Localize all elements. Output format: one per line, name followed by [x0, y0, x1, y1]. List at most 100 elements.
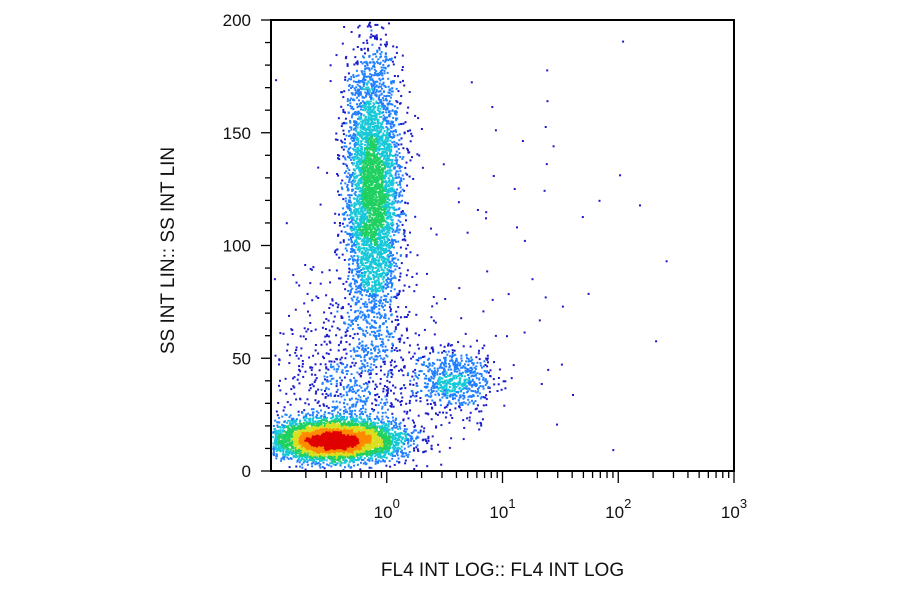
- data-point: [320, 459, 323, 462]
- data-point: [351, 458, 354, 461]
- data-point: [371, 407, 374, 410]
- data-point: [382, 454, 385, 457]
- data-point: [384, 435, 387, 438]
- data-point: [310, 425, 313, 428]
- data-point: [304, 456, 307, 459]
- data-point: [404, 459, 407, 462]
- data-point: [357, 441, 360, 444]
- data-point: [382, 421, 385, 424]
- data-point: [275, 439, 278, 442]
- data-point: [332, 452, 335, 455]
- data-point: [345, 424, 347, 427]
- data-point: [319, 433, 321, 436]
- data-point: [293, 431, 296, 434]
- data-point: [288, 431, 291, 434]
- data-point: [391, 453, 394, 456]
- data-point: [303, 441, 306, 444]
- data-point: [343, 441, 346, 444]
- data-point: [364, 445, 367, 447]
- data-point: [322, 437, 325, 440]
- data-point: [367, 435, 370, 438]
- data-point: [392, 450, 395, 452]
- data-point: [320, 456, 323, 459]
- data-point: [357, 420, 360, 423]
- data-point: [294, 435, 297, 438]
- data-point: [374, 438, 377, 441]
- data-point: [344, 438, 347, 441]
- data-point: [343, 440, 346, 443]
- data-point: [341, 456, 344, 459]
- data-point: [335, 443, 338, 446]
- data-point: [305, 437, 308, 440]
- data-point: [323, 467, 326, 470]
- data-point: [306, 429, 308, 431]
- data-point: [314, 439, 317, 442]
- data-point: [361, 428, 364, 431]
- data-point: [400, 441, 403, 444]
- data-point: [346, 440, 348, 443]
- data-point: [377, 437, 380, 440]
- data-point: [331, 460, 334, 463]
- data-point: [309, 451, 312, 454]
- data-point: [390, 442, 392, 445]
- data-point: [364, 434, 367, 437]
- data-point: [355, 439, 358, 442]
- data-point: [348, 461, 351, 464]
- data-point: [384, 440, 387, 443]
- data-point: [349, 430, 352, 433]
- data-point: [342, 421, 345, 424]
- data-point: [357, 444, 360, 447]
- data-point: [291, 446, 294, 449]
- data-point: [308, 443, 311, 446]
- data-point: [363, 426, 366, 429]
- data-point: [356, 459, 358, 461]
- data-point: [330, 455, 333, 458]
- data-point: [367, 444, 370, 447]
- data-point: [301, 466, 304, 469]
- data-point: [333, 440, 336, 443]
- data-point: [299, 465, 302, 468]
- data-point: [315, 428, 318, 431]
- data-point: [399, 421, 402, 424]
- data-point: [305, 422, 308, 425]
- data-point: [292, 435, 295, 438]
- data-point: [379, 438, 381, 441]
- data-point: [346, 432, 349, 435]
- data-point: [377, 433, 380, 436]
- data-point: [410, 439, 413, 442]
- data-point: [340, 426, 343, 429]
- data-point: [279, 431, 282, 434]
- data-point: [310, 439, 313, 442]
- data-point: [316, 422, 319, 425]
- data-point: [276, 421, 279, 424]
- data-point: [358, 434, 360, 437]
- data-point: [355, 424, 358, 427]
- data-point: [343, 425, 346, 428]
- data-point: [333, 450, 336, 453]
- data-point: [378, 440, 381, 443]
- data-point: [301, 463, 304, 466]
- data-point: [372, 433, 375, 436]
- data-point: [356, 454, 358, 457]
- data-point: [349, 452, 351, 455]
- data-point: [383, 429, 386, 432]
- data-point: [365, 462, 368, 465]
- data-point: [362, 445, 365, 448]
- data-point: [364, 461, 367, 464]
- data-point: [310, 438, 313, 441]
- data-point: [277, 432, 280, 434]
- data-point: [316, 417, 319, 420]
- data-point: [339, 412, 342, 415]
- data-point: [358, 438, 361, 441]
- data-point: [393, 438, 396, 441]
- data-point: [298, 442, 301, 445]
- data-point: [388, 420, 390, 423]
- data-point: [358, 431, 361, 434]
- data-point: [317, 433, 319, 436]
- data-point: [361, 441, 364, 444]
- data-point: [342, 445, 345, 448]
- data-point: [362, 452, 365, 455]
- data-point: [353, 464, 356, 467]
- data-point: [377, 434, 380, 437]
- data-point: [333, 428, 336, 431]
